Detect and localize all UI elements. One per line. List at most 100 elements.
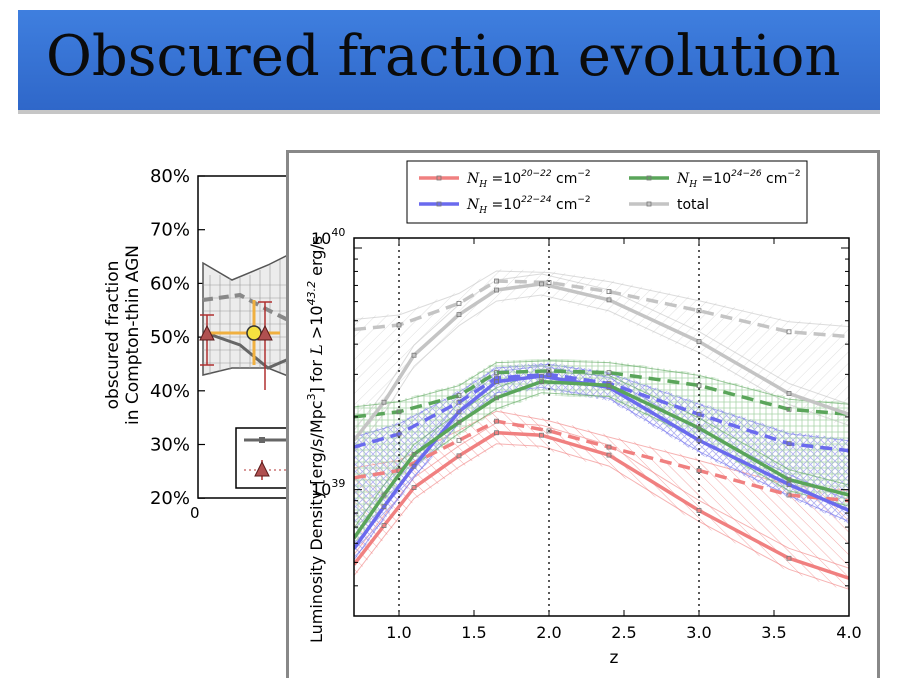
series-point bbox=[396, 431, 402, 437]
series-point bbox=[411, 485, 417, 490]
legend-marker bbox=[646, 175, 652, 181]
series-point bbox=[696, 339, 702, 344]
series-point bbox=[786, 555, 792, 561]
series-point bbox=[456, 437, 462, 443]
legend-box bbox=[406, 160, 808, 224]
left-ytick-label: 60% bbox=[150, 273, 190, 294]
left-ylabel-1: obscured fraction bbox=[103, 261, 123, 410]
series-point bbox=[696, 425, 702, 431]
series-point bbox=[696, 508, 702, 513]
slide-title-bar: Obscured fraction evolution bbox=[18, 10, 880, 110]
series-point bbox=[456, 300, 462, 306]
legend-marker bbox=[436, 201, 442, 207]
series-point bbox=[606, 370, 612, 376]
series-point bbox=[494, 418, 499, 424]
series-point bbox=[456, 453, 462, 459]
series-point bbox=[396, 322, 402, 328]
x-tick-label: 2.0 bbox=[536, 623, 561, 642]
series-point bbox=[456, 409, 462, 415]
series-point bbox=[786, 391, 792, 396]
left-ytick-label: 40% bbox=[150, 381, 190, 402]
series-solid-line bbox=[354, 282, 849, 442]
series-point bbox=[696, 411, 702, 417]
slide-title: Obscured fraction evolution bbox=[46, 24, 841, 89]
x-tick-label: 3.5 bbox=[761, 623, 786, 642]
series-dashed-line bbox=[354, 372, 849, 453]
series-point bbox=[696, 468, 702, 473]
series-point bbox=[396, 409, 402, 415]
series-point bbox=[696, 308, 702, 314]
x-tick-label: 4.0 bbox=[836, 623, 861, 642]
series-point bbox=[381, 523, 387, 528]
series-point bbox=[494, 395, 499, 401]
x-tick-label: 3.0 bbox=[686, 623, 711, 642]
series-point bbox=[606, 297, 612, 303]
series-point bbox=[546, 280, 552, 285]
luminosity-density-chart: 1.0 1.5 2.0 2.5 3.0 3.5 4.0 1040 1039 z Lumino… bbox=[305, 160, 862, 668]
series-point bbox=[456, 399, 462, 405]
main-axes-frame bbox=[353, 237, 850, 617]
series-point bbox=[786, 329, 792, 335]
series-point bbox=[606, 289, 612, 295]
series-point bbox=[411, 352, 417, 358]
series-point bbox=[494, 278, 499, 284]
series-point bbox=[546, 368, 552, 374]
left-red-triangle-2 bbox=[257, 324, 273, 341]
left-chart-svg: 80% 70% 60% 50% 40% 30% 20% 0 obscured fractio… bbox=[103, 166, 299, 522]
series-point bbox=[539, 373, 544, 379]
main-chart-frame: 1.0 1.5 2.0 2.5 3.0 3.5 4.0 1040 1039 z Lumino… bbox=[286, 150, 880, 678]
x-tick-label: 2.5 bbox=[611, 623, 636, 642]
series-point bbox=[381, 504, 387, 510]
legend-label: NH =1022−24 cm−2 bbox=[466, 195, 591, 216]
series-point bbox=[696, 437, 702, 443]
legend-label: NH =1024−26 cm−2 bbox=[676, 169, 801, 190]
series-point bbox=[539, 281, 544, 287]
left-legend-triangle bbox=[254, 460, 270, 477]
series-point bbox=[539, 432, 544, 438]
left-ytick-label: 20% bbox=[150, 488, 190, 509]
title-shadow bbox=[18, 110, 880, 114]
series-point bbox=[411, 463, 417, 469]
legend-marker bbox=[646, 201, 652, 207]
series-point bbox=[456, 393, 462, 399]
left-ytick-label: 50% bbox=[150, 327, 190, 348]
series-point bbox=[786, 492, 792, 498]
series-point bbox=[381, 492, 387, 498]
uncertainty-band bbox=[354, 359, 849, 552]
series-solid-line bbox=[354, 379, 849, 540]
left-xtick: 0 bbox=[190, 504, 200, 522]
envelope-line bbox=[354, 270, 849, 328]
series-point bbox=[494, 430, 499, 436]
series-point bbox=[606, 383, 612, 388]
left-ylabel-2: in Compton-thin AGN bbox=[123, 245, 143, 425]
series-point bbox=[381, 399, 387, 405]
series-point bbox=[456, 312, 462, 318]
series-point bbox=[786, 441, 792, 447]
series-point bbox=[494, 370, 499, 376]
series-point bbox=[539, 379, 544, 384]
left-legend-marker bbox=[259, 437, 265, 443]
series-point bbox=[494, 287, 499, 293]
envelope-line bbox=[354, 273, 849, 431]
left-chart: 80% 70% 60% 50% 40% 30% 20% 0 obscured fractio… bbox=[0, 140, 300, 675]
series-point bbox=[606, 452, 612, 458]
series-point bbox=[606, 444, 612, 450]
series-dashed-line bbox=[354, 369, 849, 419]
series-point bbox=[411, 451, 417, 457]
series-point bbox=[786, 482, 792, 487]
y-axis-label: Luminosity Density [erg/s/Mpc3] for L >1… bbox=[305, 236, 326, 643]
series-point bbox=[786, 477, 792, 483]
left-ytick-label: 80% bbox=[150, 166, 190, 187]
series-point bbox=[546, 371, 552, 377]
envelope-line bbox=[354, 360, 849, 408]
x-tick-label: 1.0 bbox=[386, 623, 411, 642]
series-solid-line bbox=[354, 374, 849, 550]
series-point bbox=[786, 406, 792, 412]
series-point bbox=[456, 419, 462, 425]
x-tick-label: 1.5 bbox=[461, 623, 486, 642]
left-ytick-label: 70% bbox=[150, 220, 190, 241]
series-point bbox=[494, 375, 499, 381]
envelope-line bbox=[354, 443, 849, 590]
series-point bbox=[546, 428, 552, 434]
legend-label: NH =1020−22 cm−2 bbox=[466, 169, 591, 190]
